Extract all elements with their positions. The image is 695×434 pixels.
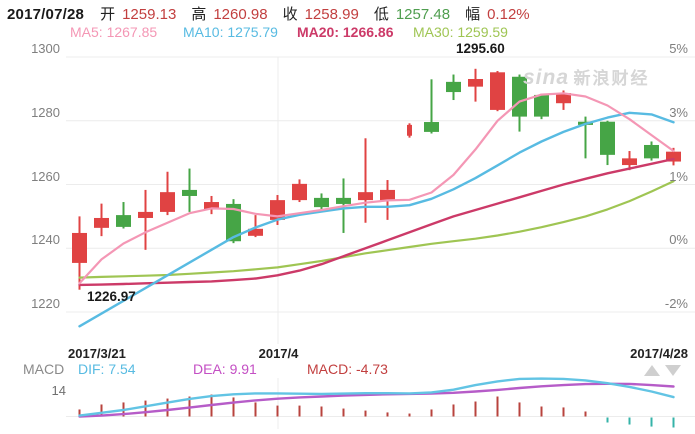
candle-body	[182, 189, 197, 196]
candle-body	[358, 192, 373, 201]
y-axis-percent-label: 0%	[669, 232, 688, 248]
low-value: 1257.48	[395, 6, 451, 23]
ma5-line	[78, 92, 675, 285]
candle-body	[446, 81, 461, 93]
dea-value: DEA: 9.91	[193, 361, 257, 377]
close-value: 1258.99	[304, 6, 359, 23]
macd-value: MACD: -4.73	[307, 361, 388, 377]
ma10-legend: MA10: 1275.79	[183, 24, 278, 40]
macd-axis-label: 14	[51, 383, 66, 398]
x-axis-date-mid: 2017/4	[258, 346, 299, 361]
watermark-text: 新浪财经	[573, 69, 650, 88]
candle-body	[336, 197, 351, 204]
macd-title: MACD	[23, 361, 65, 377]
candle-body	[138, 211, 153, 218]
candle-body	[116, 215, 131, 227]
candle-body	[226, 203, 241, 242]
dea-line	[78, 382, 675, 418]
low-annotation: 1226.97	[87, 289, 136, 304]
candle-body	[468, 78, 483, 87]
candle-body	[622, 158, 637, 166]
candle-body	[490, 72, 505, 110]
y-axis-price-label: 1260	[31, 168, 60, 184]
arrow-down-icon[interactable]	[665, 365, 681, 376]
candle-body	[72, 232, 87, 263]
ma30-line	[78, 180, 675, 279]
y-axis-price-label: 1240	[31, 232, 60, 248]
y-axis-price-label: 1280	[31, 104, 60, 120]
x-axis-date-end: 2017/4/28	[630, 346, 688, 361]
open-value: 1259.13	[122, 6, 177, 23]
range-value: 0.12%	[487, 6, 530, 23]
y-axis-percent-label: 3%	[669, 104, 688, 120]
candle-body	[424, 122, 439, 132]
high-value: 1260.98	[213, 6, 268, 23]
close-pair: 收 1258.99	[283, 3, 359, 24]
ma30-legend: MA30: 1259.59	[413, 24, 508, 40]
range-pair: 幅 0.12%	[465, 3, 530, 24]
candle-body	[556, 93, 571, 104]
candle-body	[600, 121, 615, 155]
y-axis-percent-label: 5%	[669, 41, 688, 56]
arrow-up-icon[interactable]	[644, 365, 660, 376]
sina-logo: sina	[523, 66, 570, 89]
high-annotation: 1295.60	[456, 41, 505, 56]
ohlc-header: 2017/07/28 开 1259.13 高 1260.98 收 1258.99…	[7, 3, 545, 24]
high-label: 高	[191, 6, 207, 23]
candle-body	[666, 151, 681, 162]
y-axis-percent-label: -2%	[664, 296, 688, 311]
ma20-line	[78, 157, 675, 287]
dif-value: DIF: 7.54	[78, 361, 136, 377]
low-label: 低	[373, 6, 389, 23]
candle-body	[248, 228, 263, 236]
dif-line	[78, 377, 675, 417]
candle-body	[407, 124, 412, 136]
candle-body	[512, 76, 527, 117]
low-pair: 低 1257.48	[374, 3, 450, 24]
y-axis-percent-label: 1%	[669, 168, 688, 184]
quote-date: 2017/07/28	[7, 6, 85, 23]
candle-body	[534, 94, 549, 117]
candle-body	[380, 189, 395, 201]
high-pair: 高 1260.98	[191, 3, 267, 24]
x-axis-date-start: 2017/3/21	[68, 346, 126, 361]
open-pair: 开 1259.13	[100, 3, 176, 24]
open-label: 开	[100, 6, 116, 23]
ma5-legend: MA5: 1267.85	[70, 24, 158, 40]
candle-body	[314, 197, 329, 208]
candle-body	[204, 202, 219, 210]
sina-watermark: sina 新浪财经	[523, 64, 649, 90]
candle-body	[160, 192, 175, 212]
candle-body	[644, 144, 659, 159]
candle-body	[94, 217, 109, 228]
y-axis-price-label: 1220	[31, 296, 60, 311]
y-axis-price-label: 1300	[31, 41, 60, 56]
ma20-legend: MA20: 1266.86	[297, 24, 394, 40]
candle-body	[292, 183, 307, 201]
close-label: 收	[282, 6, 298, 23]
ma10-line	[78, 111, 675, 328]
range-label: 幅	[465, 6, 481, 23]
